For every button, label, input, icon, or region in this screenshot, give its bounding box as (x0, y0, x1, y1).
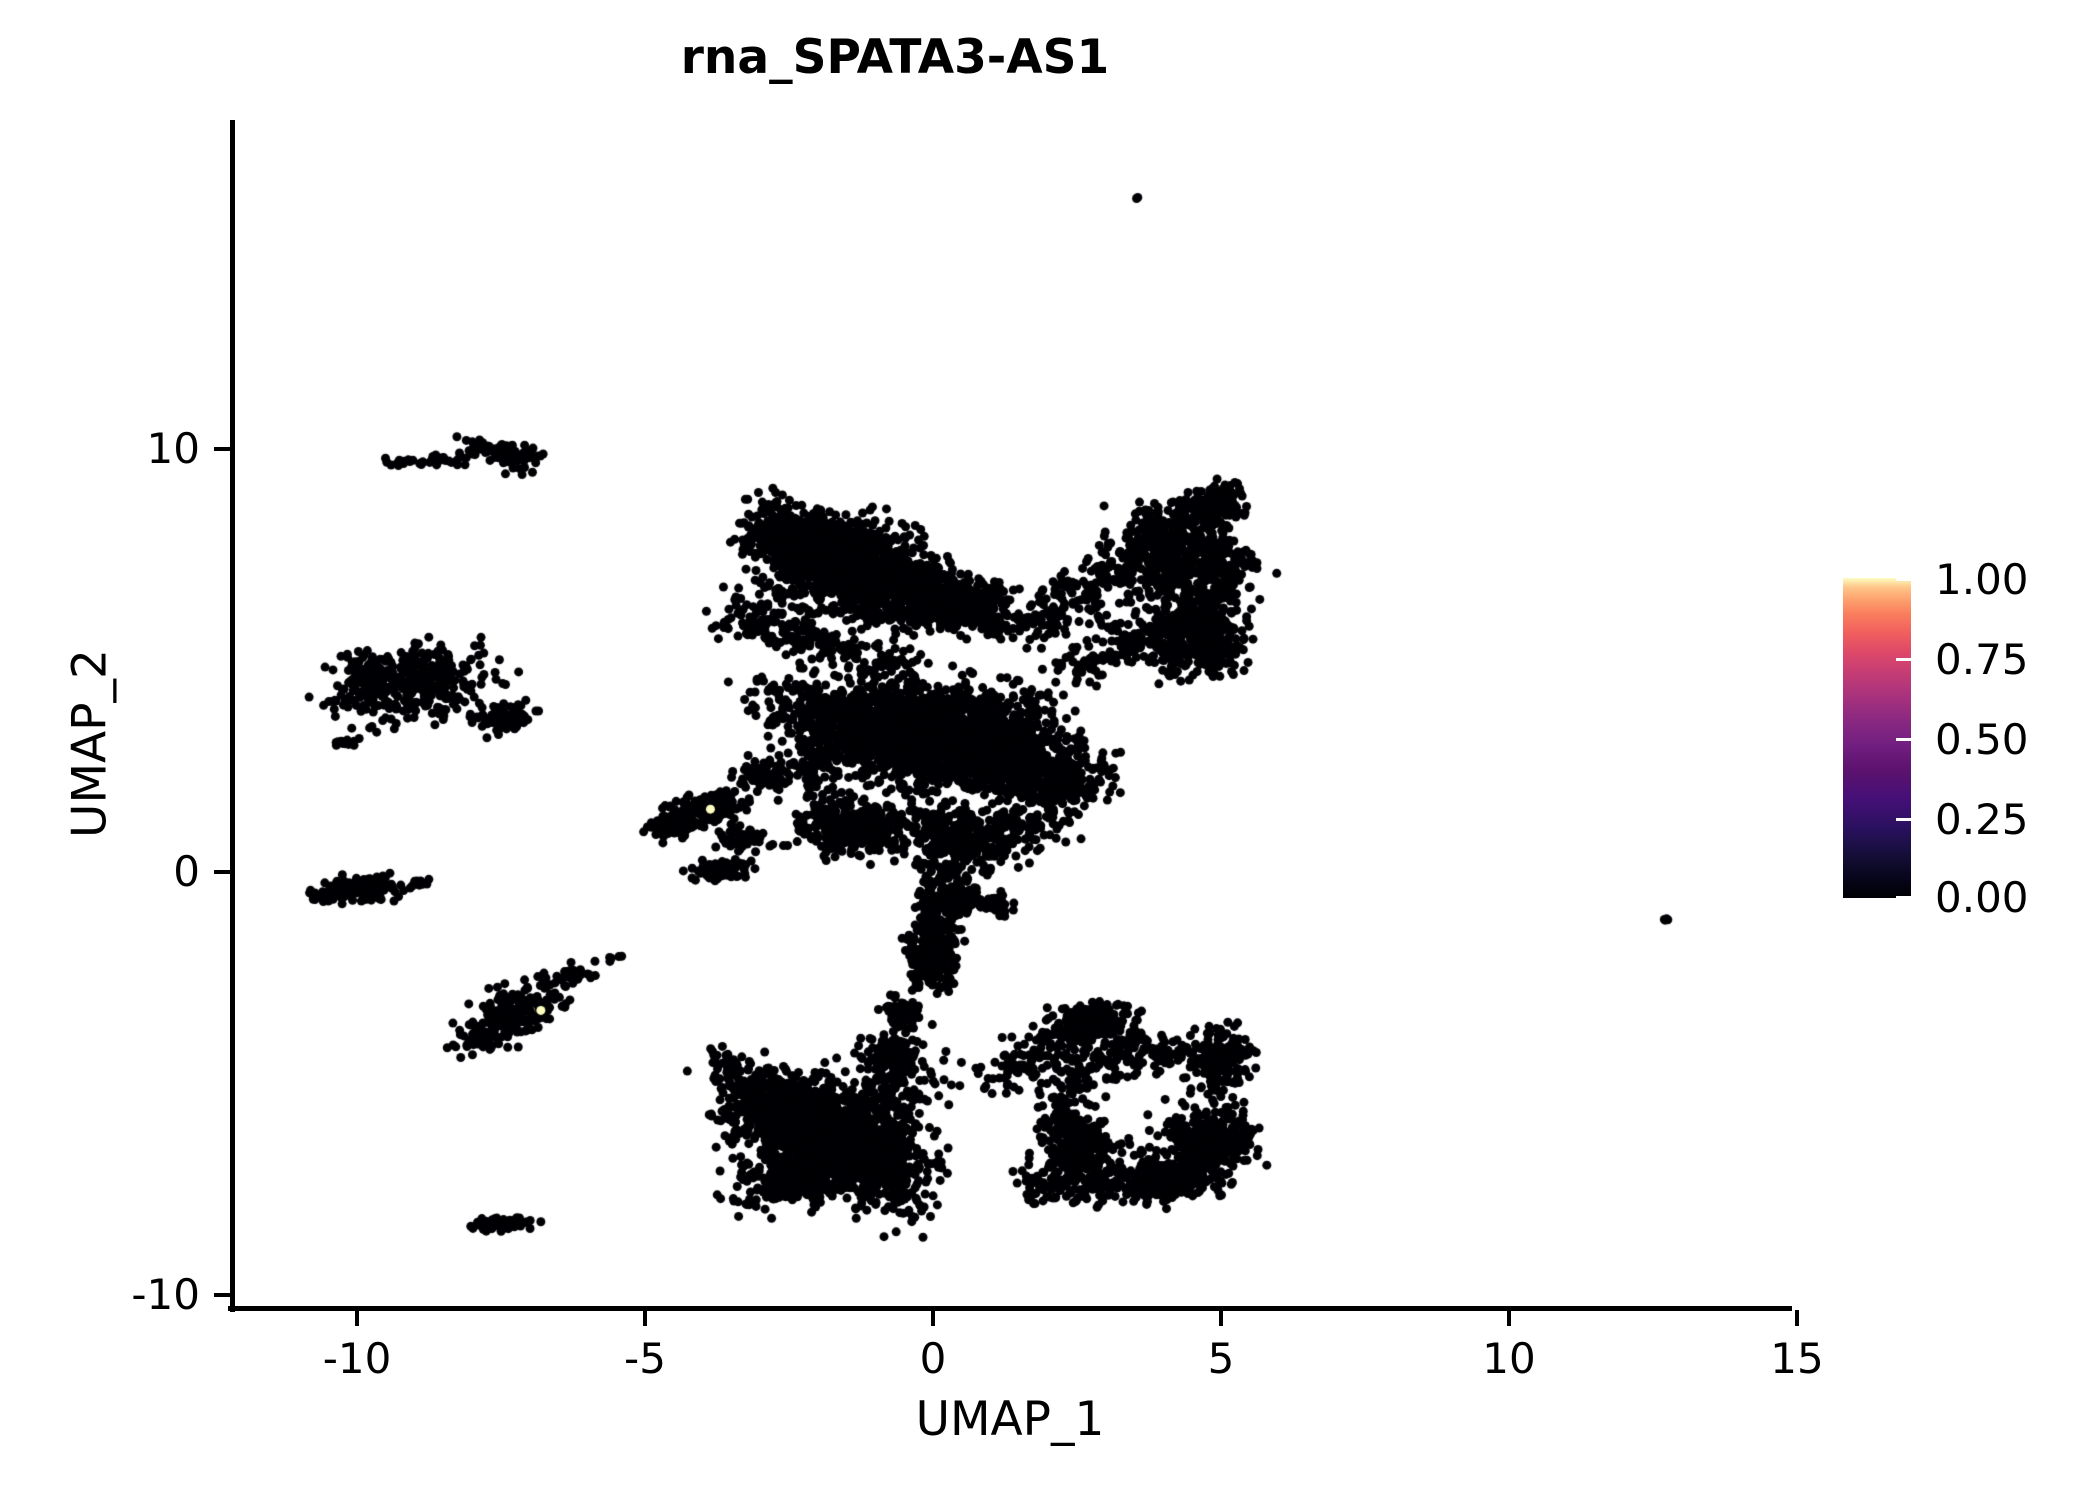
x-tick-mark-0 (931, 1310, 935, 1326)
x-tick-mark-5 (1219, 1310, 1223, 1326)
colorbar-tick-0_75 (1896, 658, 1911, 661)
x-tick-label-10: 10 (1482, 1334, 1536, 1383)
colorbar-label-0_50: 0.50 (1935, 715, 2029, 764)
x-tick-mark-15 (1795, 1310, 1799, 1326)
x-tick-label-0: 0 (919, 1334, 947, 1383)
y-tick-label-10: 10 (146, 424, 200, 473)
x-tick-label-15: 15 (1770, 1334, 1824, 1383)
colorbar-label-0_25: 0.25 (1935, 795, 2029, 844)
scatter-points-layer (230, 123, 1790, 1309)
x-tick-mark-neg5 (643, 1310, 647, 1326)
y-tick-mark-neg10 (214, 1293, 230, 1297)
x-tick-mark-10 (1507, 1310, 1511, 1326)
y-tick-mark-10 (214, 447, 230, 451)
x-tick-label-neg10: -10 (322, 1334, 392, 1383)
colorbar-tick-1_00 (1896, 578, 1911, 581)
x-tick-label-5: 5 (1207, 1334, 1235, 1383)
x-tick-mark-neg10 (355, 1310, 359, 1326)
colorbar-tick-0_00 (1896, 896, 1911, 899)
colorbar-label-1_00: 1.00 (1935, 555, 2029, 604)
colorbar-label-0_00: 0.00 (1935, 873, 2029, 922)
colorbar-tick-0_50 (1896, 738, 1911, 741)
y-tick-label-neg10: -10 (131, 1270, 200, 1319)
y-axis-label: UMAP_2 (62, 649, 118, 838)
y-tick-label-0: 0 (173, 847, 200, 896)
x-tick-label-neg5: -5 (624, 1334, 666, 1383)
colorbar-tick-0_25 (1896, 818, 1911, 821)
x-axis-label: UMAP_1 (915, 1392, 1105, 1447)
page-title: rna_SPATA3-AS1 (680, 30, 1110, 85)
colorbar-label-0_75: 0.75 (1935, 635, 2029, 684)
y-tick-mark-0 (214, 870, 230, 874)
